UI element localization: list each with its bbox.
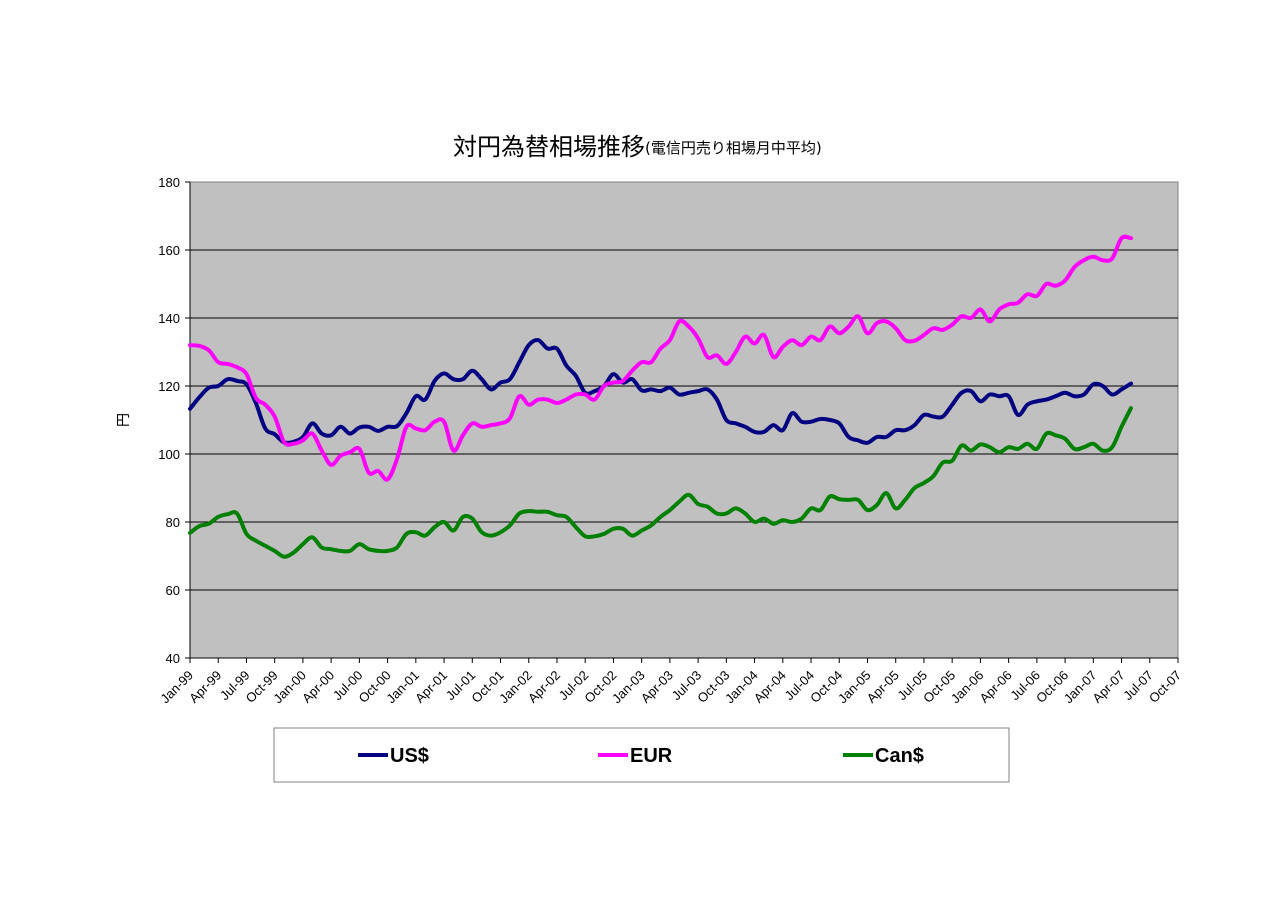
x-tick-label: Apr-02 bbox=[525, 668, 563, 706]
series-line-eur bbox=[188, 234, 1133, 482]
y-tick-label: 160 bbox=[158, 243, 180, 258]
x-tick-label: Apr-06 bbox=[977, 668, 1015, 706]
chart-subtitle: (電信円売り相場月中平均) bbox=[645, 139, 822, 157]
x-tick-label: Oct-07 bbox=[1146, 668, 1184, 706]
y-tick-label: 80 bbox=[166, 515, 180, 530]
chart-title: 対円為替相場推移 bbox=[453, 133, 645, 161]
x-tick-label: Apr-99 bbox=[186, 668, 224, 706]
x-tick-label: Apr-05 bbox=[864, 668, 902, 706]
y-tick-label: 180 bbox=[158, 175, 180, 190]
y-tick-label: 100 bbox=[158, 447, 180, 462]
series-lines bbox=[188, 234, 1133, 559]
y-tick-label: 120 bbox=[158, 379, 180, 394]
y-tick-label: 40 bbox=[166, 651, 180, 666]
series-line-can bbox=[188, 406, 1133, 559]
x-tick-label: Apr-01 bbox=[412, 668, 450, 706]
legend: US$ EUR Can$ bbox=[358, 745, 924, 767]
x-tick-label: Apr-04 bbox=[751, 668, 789, 706]
y-tick-label: 60 bbox=[166, 583, 180, 598]
x-tick-label: Apr-07 bbox=[1089, 668, 1127, 706]
y-tick-label: 140 bbox=[158, 311, 180, 326]
x-tick-label: Apr-03 bbox=[638, 668, 676, 706]
legend-box bbox=[273, 727, 1010, 783]
plot-area bbox=[189, 181, 1179, 659]
legend-label: Can$ bbox=[875, 745, 924, 767]
legend-label: EUR bbox=[630, 745, 673, 767]
y-axis: 40 60 80 100 120 140 160 180 bbox=[158, 175, 191, 666]
series-line-us bbox=[188, 338, 1133, 446]
x-tick-label: Apr-00 bbox=[299, 668, 337, 706]
legend-label: US$ bbox=[390, 745, 429, 767]
x-axis: Jan-99Apr-99Jul-99Oct-99Jan-00Apr-00Jul-… bbox=[157, 657, 1184, 706]
gridlines bbox=[190, 249, 1178, 591]
y-axis-label: 円 bbox=[116, 413, 132, 427]
